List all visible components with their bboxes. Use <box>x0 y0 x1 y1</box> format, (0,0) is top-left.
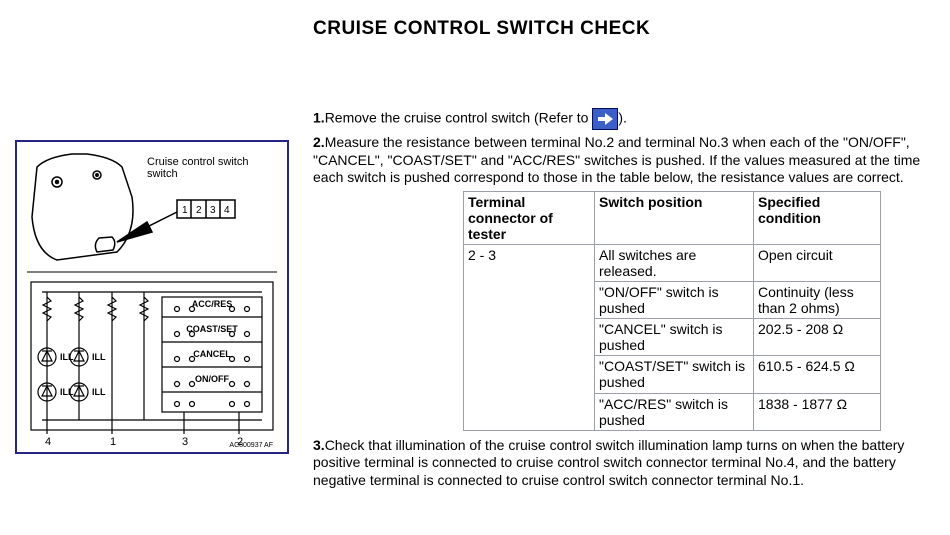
pin-3: 3 <box>210 205 216 216</box>
step-1: 1.Remove the cruise control switch (Refe… <box>313 108 923 130</box>
th-position: Switch position <box>595 191 754 244</box>
ill-label-4: ILL <box>92 387 106 397</box>
diagram-svg: Cruise control switch switch 1 2 3 4 <box>17 142 287 452</box>
step-3: 3.Check that illumination of the cruise … <box>313 437 923 490</box>
btn-accres: ACC/RES <box>192 299 233 309</box>
td-condition: 1838 - 1877 Ω <box>754 393 881 430</box>
td-position: All switches are released. <box>595 244 754 281</box>
step-1-text-a: Remove the cruise control switch (Refer … <box>325 110 593 126</box>
step-1-num: 1. <box>313 110 325 126</box>
btn-coastset: COAST/SET <box>186 324 238 334</box>
reference-link-arrow-icon[interactable] <box>592 108 618 130</box>
term-3: 3 <box>182 436 188 448</box>
pin-2: 2 <box>196 205 202 216</box>
td-position: "ON/OFF" switch is pushed <box>595 281 754 318</box>
diagram-refcode: AC800937 AF <box>229 442 273 449</box>
step-3-text: Check that illumination of the cruise co… <box>313 437 904 488</box>
switch-diagram: Cruise control switch switch 1 2 3 4 <box>15 140 289 454</box>
pin-4: 4 <box>224 205 230 216</box>
page-title: CRUISE CONTROL SWITCH CHECK <box>313 18 650 40</box>
step-3-num: 3. <box>313 437 325 453</box>
td-condition: 610.5 - 624.5 Ω <box>754 356 881 393</box>
main-content: 1.Remove the cruise control switch (Refe… <box>313 108 923 493</box>
step-2-num: 2. <box>313 134 325 150</box>
td-position: "ACC/RES" switch is pushed <box>595 393 754 430</box>
td-condition: 202.5 - 208 Ω <box>754 319 881 356</box>
step-2: 2.Measure the resistance between termina… <box>313 134 923 187</box>
ill-label-1: ILL <box>60 352 74 362</box>
step-2-text: Measure the resistance between terminal … <box>313 134 920 185</box>
td-condition: Open circuit <box>754 244 881 281</box>
diagram-label: Cruise control switch <box>147 156 248 168</box>
table-header-row: Terminal connector of tester Switch posi… <box>464 191 881 244</box>
svg-text:switch: switch <box>147 168 178 180</box>
table-row: 2 - 3 All switches are released. Open ci… <box>464 244 881 281</box>
resistance-table: Terminal connector of tester Switch posi… <box>463 191 881 431</box>
td-terminal: 2 - 3 <box>464 244 595 430</box>
th-terminal: Terminal connector of tester <box>464 191 595 244</box>
btn-cancel: CANCEL <box>193 349 231 359</box>
td-position: "CANCEL" switch is pushed <box>595 319 754 356</box>
pin-1: 1 <box>182 205 188 216</box>
ill-label-3: ILL <box>60 387 74 397</box>
term-1: 1 <box>110 436 116 448</box>
th-condition: Specified condition <box>754 191 881 244</box>
td-condition: Continuity (less than 2 ohms) <box>754 281 881 318</box>
step-1-text-b: ). <box>618 110 627 126</box>
term-4: 4 <box>45 436 51 448</box>
btn-onoff: ON/OFF <box>195 374 229 384</box>
td-position: "COAST/SET" switch is pushed <box>595 356 754 393</box>
ill-label-2: ILL <box>92 352 106 362</box>
